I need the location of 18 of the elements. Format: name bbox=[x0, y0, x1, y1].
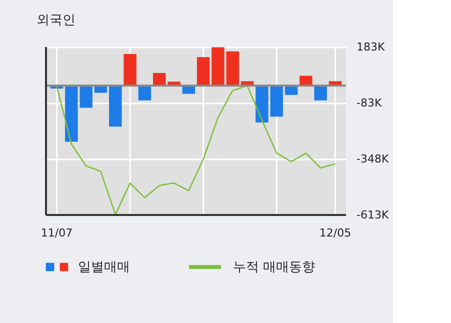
bar bbox=[138, 86, 152, 100]
x-tick-label: 12/05 bbox=[319, 226, 352, 240]
bar bbox=[109, 86, 122, 127]
x-tick-label: 11/07 bbox=[40, 226, 73, 240]
y-tick-label: 183K bbox=[356, 40, 386, 54]
line-series bbox=[56, 84, 336, 216]
y-tick-label: -83K bbox=[356, 96, 382, 110]
bar bbox=[314, 86, 327, 100]
bar bbox=[226, 51, 240, 86]
legend-label: 누적 매매동향 bbox=[233, 260, 316, 275]
bar bbox=[196, 57, 210, 86]
chart-title: 외국인 bbox=[36, 13, 76, 28]
legend-label: 일별매매 bbox=[78, 260, 130, 275]
bar bbox=[124, 54, 136, 86]
bar bbox=[300, 76, 312, 86]
bar bbox=[212, 47, 224, 86]
y-tick-label: -348K bbox=[356, 152, 390, 166]
y-tick-label: -613K bbox=[356, 208, 390, 222]
